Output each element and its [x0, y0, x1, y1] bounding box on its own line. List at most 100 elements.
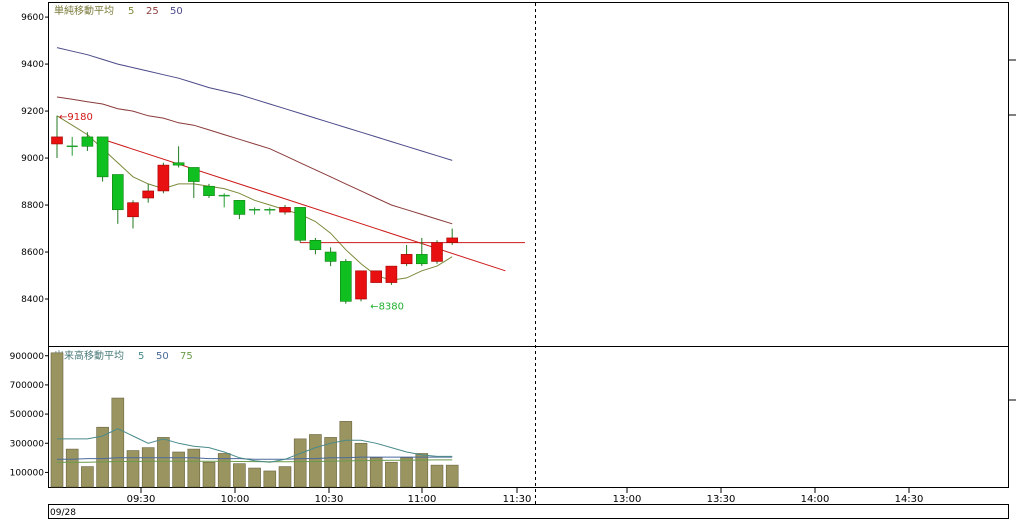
high-annotation: ←9180: [59, 112, 93, 123]
volume-bar: [111, 397, 125, 488]
candle-body-up: [127, 202, 139, 218]
candle-body-up: [370, 270, 383, 283]
volume-bar: [324, 437, 337, 488]
volume-ma-legend: 出来高移動平均 5 50 75: [54, 349, 193, 362]
candle-body-down: [112, 174, 124, 211]
price-tick-label: 8600: [21, 248, 44, 258]
volume-bar: [369, 457, 383, 488]
price-ma-legend: 単純移動平均 5 25 50: [54, 4, 183, 17]
volume-bar: [354, 442, 368, 488]
volume-bar: [415, 453, 429, 488]
volume-bars: [50, 352, 459, 488]
volume-tick-label: 700000: [10, 381, 45, 391]
volume-tick-label: 300000: [10, 439, 45, 449]
price-panel-frame: [48, 2, 1009, 347]
candle-body-up: [157, 164, 170, 192]
price-tick-label: 9000: [21, 154, 44, 164]
time-tick-label: 14:30: [895, 494, 924, 505]
price-tick-label: 9600: [21, 13, 44, 23]
time-tick-label: 11:00: [408, 494, 437, 505]
candle-body-down: [294, 207, 307, 241]
volume-tick-label: 900000: [10, 352, 45, 362]
price-ma-period-5: 5: [128, 6, 134, 17]
volume-ma50-line: [57, 456, 453, 460]
candle-body-up: [446, 237, 459, 243]
candle-body-up: [355, 270, 367, 300]
ma25-line: [56, 96, 453, 225]
volume-bar: [385, 461, 398, 488]
price-tick-label: 9400: [21, 60, 44, 70]
candle-body-up: [142, 190, 154, 199]
volume-ma-period-5: 5: [138, 351, 144, 362]
low-annotation: ←8380: [370, 302, 404, 313]
date-label: 09/28: [50, 508, 76, 518]
volume-bar: [430, 464, 444, 488]
volume-bar: [172, 451, 185, 488]
price-y-axis: 9600 9400 9200 9000 8800 8600 8400: [21, 13, 49, 305]
volume-bar: [248, 467, 261, 488]
price-ma-title: 単純移動平均: [54, 4, 114, 17]
volume-bar: [141, 447, 155, 488]
volume-bar: [293, 438, 307, 488]
time-tick-label: 10:30: [315, 494, 344, 505]
price-ma-period-25: 25: [146, 6, 159, 17]
candle-body-up: [385, 265, 398, 283]
time-tick-label: 13:30: [707, 494, 736, 505]
candle-body-down: [233, 200, 246, 215]
volume-ma-period-50: 50: [156, 351, 169, 362]
time-tick-label: 11:30: [503, 494, 532, 505]
candle-body-up: [279, 207, 291, 213]
candle-body-down: [324, 251, 337, 262]
volume-bar: [157, 437, 170, 488]
price-tick-label: 9200: [21, 107, 44, 117]
candle-body-up: [400, 254, 413, 265]
candle-body-down: [415, 254, 428, 265]
volume-bar: [96, 426, 109, 488]
volume-ma-title: 出来高移動平均: [54, 349, 124, 362]
volume-bar: [278, 466, 292, 488]
volume-bar: [233, 463, 246, 488]
volume-bar: [445, 464, 459, 488]
volume-bar: [202, 461, 216, 488]
volume-y-axis: 900000 700000 500000 300000 100000: [10, 352, 49, 478]
candle-body-down: [339, 261, 352, 302]
volume-bar: [65, 448, 79, 488]
candlesticks: [51, 115, 459, 304]
time-tick-label: 14:00: [801, 494, 830, 505]
price-ma-period-50: 50: [170, 6, 183, 17]
candle-body-down: [81, 136, 94, 147]
candle-body-down: [96, 136, 109, 178]
volume-bar: [50, 352, 64, 488]
volume-bar: [339, 421, 353, 488]
volume-bar: [187, 448, 201, 488]
volume-bar: [309, 434, 322, 488]
price-tick-label: 8400: [21, 295, 44, 305]
time-x-axis: 09:30 10:00 10:30 11:00 11:30 13:00 13:30 14:00…: [127, 488, 924, 505]
candle-body-down: [309, 239, 322, 250]
volume-moving-averages: [57, 428, 453, 463]
volume-ma-period-75: 75: [180, 351, 193, 362]
volume-tick-label: 500000: [10, 410, 45, 420]
volume-ma5-line: [57, 428, 453, 463]
price-tick-label: 8800: [21, 201, 44, 211]
volume-bar: [126, 450, 140, 488]
price-annotations: ←9180 ←8380: [59, 112, 404, 313]
candle-body-down: [172, 162, 185, 166]
time-tick-label: 10:00: [221, 494, 250, 505]
volume-bar: [217, 453, 231, 488]
date-strip-frame: [48, 504, 1009, 519]
candle-body-up: [51, 136, 63, 145]
volume-ma75-line: [57, 459, 453, 463]
time-tick-label: 13:00: [613, 494, 642, 505]
time-tick-label: 09:30: [127, 494, 156, 505]
candle-body-up: [431, 242, 443, 262]
candle-body-down: [203, 185, 215, 196]
volume-tick-label: 100000: [10, 468, 45, 478]
volume-bar: [81, 466, 94, 488]
volume-bar: [400, 457, 413, 488]
ma50-line: [56, 47, 453, 161]
volume-bar: [263, 470, 277, 488]
candle-body-down: [188, 167, 200, 182]
